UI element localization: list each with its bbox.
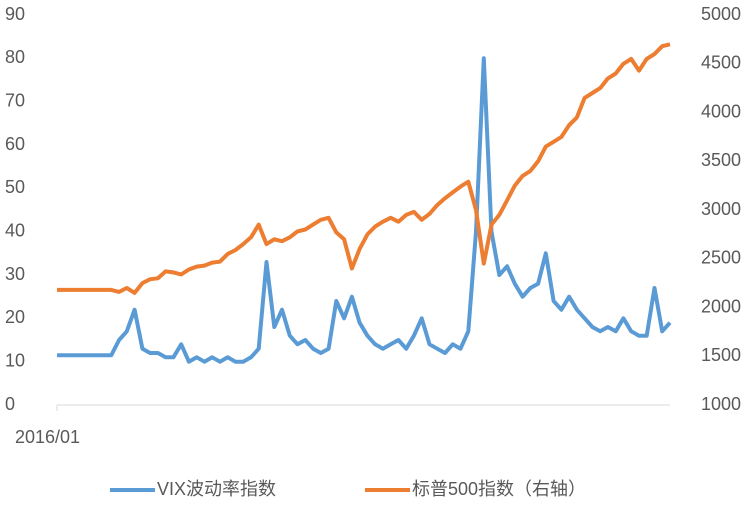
y2-tick-label: 3500 [701,150,741,170]
legend-label: VIX波动率指数 [157,479,276,499]
y2-tick-label: 1500 [701,345,741,365]
y2-tick-label: 4000 [701,101,741,121]
y2-tick-label: 4500 [701,53,741,73]
y-tick-label: 60 [5,134,25,154]
y-tick-label: 80 [5,47,25,67]
legend-label: 标普500指数（右轴） [412,479,586,499]
y-tick-label: 20 [5,307,25,327]
y2-tick-label: 2000 [701,296,741,316]
x-tick-label: 2016/01 [15,427,80,447]
y2-tick-label: 3000 [701,199,741,219]
y-tick-label: 30 [5,264,25,284]
y-tick-label: 0 [5,394,15,414]
y-tick-label: 10 [5,350,25,370]
series-line [57,56,672,364]
y-tick-label: 50 [5,177,25,197]
y2-tick-label: 5000 [701,4,741,24]
y2-tick-label: 2500 [701,248,741,268]
y2-tick-label: 1000 [701,394,741,414]
y-tick-label: 40 [5,220,25,240]
y-tick-label: 90 [5,4,25,24]
series-line [57,42,671,295]
y-tick-label: 70 [5,90,25,110]
